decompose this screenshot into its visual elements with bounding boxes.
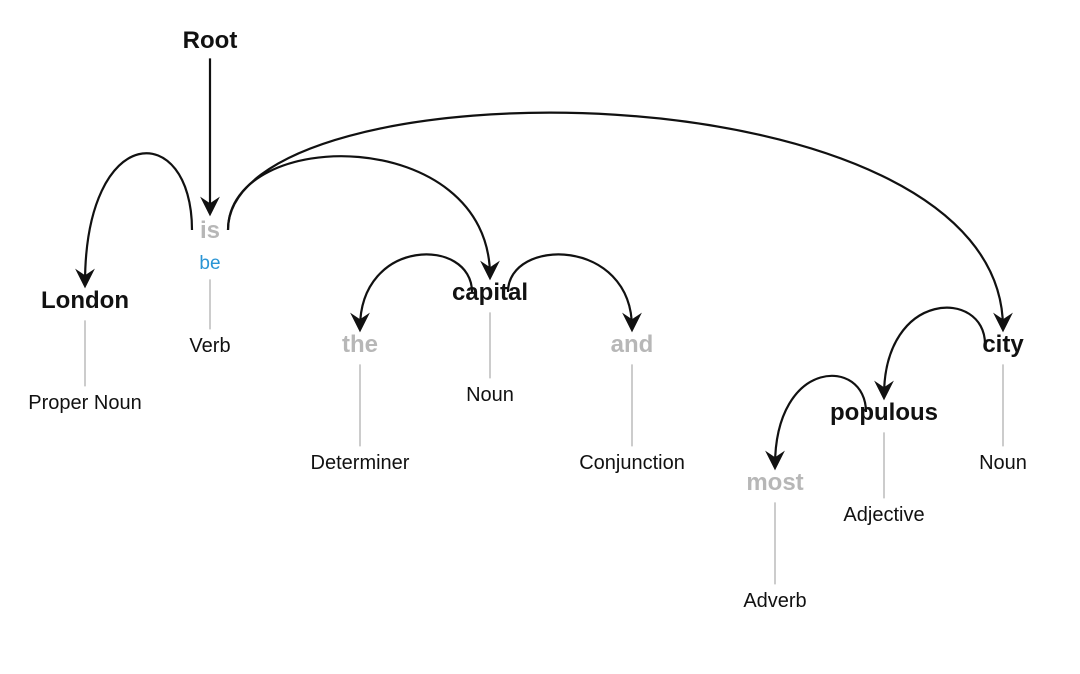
node-the: the Determiner xyxy=(311,332,410,474)
word-and: and xyxy=(579,332,685,358)
node-city: city Noun xyxy=(979,332,1027,474)
pos-and: Conjunction xyxy=(579,452,685,474)
node-populous: populous Adjective xyxy=(830,400,938,526)
pos-most: Adverb xyxy=(743,590,806,612)
pos-city: Noun xyxy=(979,452,1027,474)
word-most: most xyxy=(743,470,806,496)
edge-is-to-city xyxy=(228,113,1003,328)
dependency-tree-diagram: Root is be Verb London Proper Noun capital Noun… xyxy=(0,0,1080,674)
node-root: Root xyxy=(183,28,238,54)
node-and: and Conjunction xyxy=(579,332,685,474)
pos-the: Determiner xyxy=(311,452,410,474)
word-is: is xyxy=(189,218,230,244)
word-capital: capital xyxy=(452,280,528,306)
pos-is: Verb xyxy=(189,335,230,357)
pos-populous: Adjective xyxy=(830,504,938,526)
pos-london: Proper Noun xyxy=(28,392,141,414)
edge-is-to-london xyxy=(85,153,192,284)
word-populous: populous xyxy=(830,400,938,426)
pos-capital: Noun xyxy=(452,384,528,406)
edges-layer xyxy=(0,0,1080,674)
node-most: most Adverb xyxy=(743,470,806,612)
edge-city-to-populous xyxy=(884,308,985,396)
edge-is-to-capital xyxy=(228,156,490,276)
node-london: London Proper Noun xyxy=(28,288,141,414)
word-the: the xyxy=(311,332,410,358)
word-city: city xyxy=(979,332,1027,358)
word-root: Root xyxy=(183,28,238,54)
node-is: is be Verb xyxy=(189,218,230,357)
lemma-is: be xyxy=(189,254,230,273)
word-london: London xyxy=(28,288,141,314)
node-capital: capital Noun xyxy=(452,280,528,406)
